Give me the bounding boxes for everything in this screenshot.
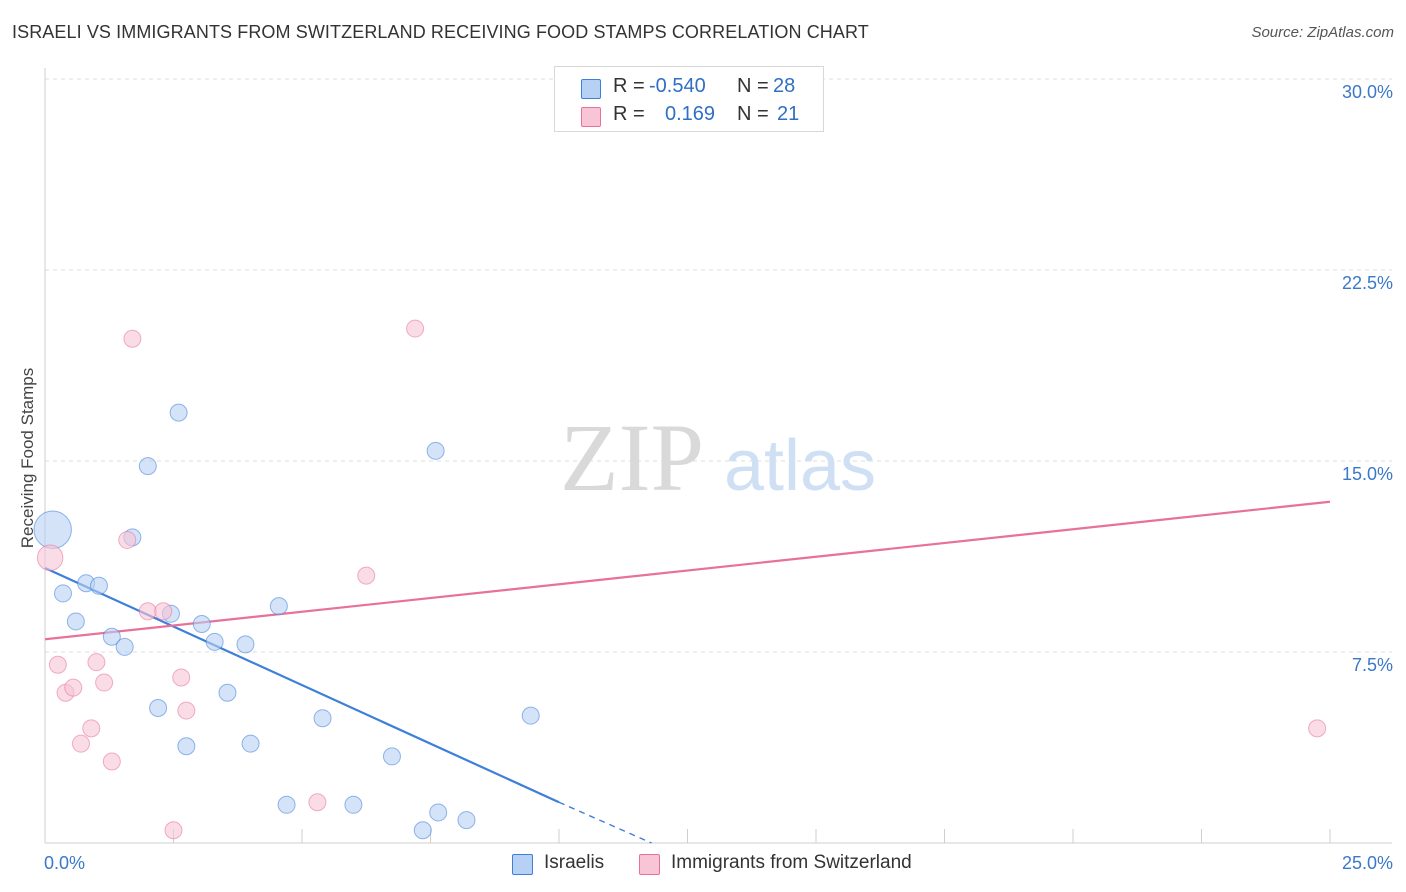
israelis-point <box>53 584 72 603</box>
switzerland-point <box>172 668 191 687</box>
switzerland-point <box>357 566 376 585</box>
switzerland-point <box>102 752 121 771</box>
legend-row-switzerland: R = 0.169 N = 21 <box>555 101 823 129</box>
israelis-point <box>236 635 255 654</box>
legend-r-value: 0.169 <box>665 103 716 125</box>
israelis-point <box>33 510 72 549</box>
switzerland-point <box>87 653 106 672</box>
israelis-point <box>89 576 108 595</box>
watermark: ZIP atlas <box>560 404 876 511</box>
legend-swatch-pink <box>581 107 601 127</box>
legend-r-label: R = <box>613 75 645 97</box>
israelis-point <box>457 811 476 830</box>
y-tick-label: 7.5% <box>1352 655 1393 675</box>
israelis-point <box>169 403 188 422</box>
israelis-point <box>313 709 332 728</box>
israelis-point <box>218 683 237 702</box>
watermark-atlas: atlas <box>724 426 876 506</box>
israelis-point <box>177 737 196 756</box>
x-tick-label: 25.0% <box>1342 853 1393 873</box>
switzerland-point <box>308 793 327 812</box>
israelis-point <box>429 803 448 822</box>
y-tick-label: 15.0% <box>1342 464 1393 484</box>
trend-lines <box>44 500 1331 844</box>
israelis-point <box>66 612 85 631</box>
bottom-legend-swatch-pink <box>639 854 660 875</box>
legend-n-value: 28 <box>773 75 796 97</box>
israelis-point <box>269 597 288 616</box>
switzerland-point <box>36 544 64 572</box>
switzerland-point <box>118 530 137 549</box>
legend-r-value: -0.540 <box>649 75 706 97</box>
switzerland-point <box>48 655 67 674</box>
grid-lines <box>45 78 1392 653</box>
source-label: Source: ZipAtlas.com <box>1251 24 1394 41</box>
israelis-point <box>192 614 211 633</box>
legend-row-israelis: R = -0.540 N = 28 <box>555 73 823 101</box>
israelis-point <box>115 637 134 656</box>
trend-line <box>44 500 1331 641</box>
israelis-point <box>382 747 401 766</box>
bottom-legend-label: Immigrants from Switzerland <box>671 852 912 873</box>
switzerland-point <box>154 602 173 621</box>
israelis-point <box>413 821 432 840</box>
switzerland-point <box>64 678 83 697</box>
switzerland-point <box>123 329 142 348</box>
trend-line-extension <box>558 801 652 844</box>
x-tick-label: 0.0% <box>44 853 85 873</box>
watermark-zip: ZIP <box>560 404 704 511</box>
israelis-point <box>205 632 224 651</box>
trend-line <box>44 566 560 804</box>
y-tick-label: 30.0% <box>1342 82 1393 102</box>
israelis-point <box>149 699 168 718</box>
israelis-point <box>138 457 157 476</box>
legend-swatch-blue <box>581 79 601 99</box>
israelis-point <box>344 795 363 814</box>
axes <box>44 68 1392 844</box>
israelis-point <box>521 706 540 725</box>
switzerland-point <box>138 602 157 621</box>
tick-labels: 7.5% 15.0% 22.5% 30.0% 0.0% 25.0% <box>44 82 1393 873</box>
legend-r-label: R = <box>613 103 645 125</box>
israelis-point <box>277 795 296 814</box>
legend-n-value: 21 <box>777 103 800 125</box>
switzerland-point <box>71 734 90 753</box>
switzerland-point <box>1308 719 1327 738</box>
bottom-legend-swatch-blue <box>512 854 533 875</box>
legend-n-label: N = <box>737 103 769 125</box>
switzerland-point <box>95 673 114 692</box>
israelis-point <box>241 734 260 753</box>
israelis-point <box>102 627 121 646</box>
correlation-legend: R = -0.540 N = 28 R = 0.169 N = 21 <box>554 66 824 132</box>
data-points <box>33 72 1327 840</box>
switzerland-point <box>82 719 101 738</box>
switzerland-point <box>406 319 425 338</box>
israelis-point <box>426 441 445 460</box>
switzerland-point <box>164 821 183 840</box>
bottom-legend-label: Israelis <box>544 852 605 873</box>
y-tick-label: 22.5% <box>1342 273 1393 293</box>
legend-n-label: N = <box>737 75 769 97</box>
chart-title: ISRAELI VS IMMIGRANTS FROM SWITZERLAND R… <box>12 22 869 42</box>
switzerland-point <box>177 701 196 720</box>
